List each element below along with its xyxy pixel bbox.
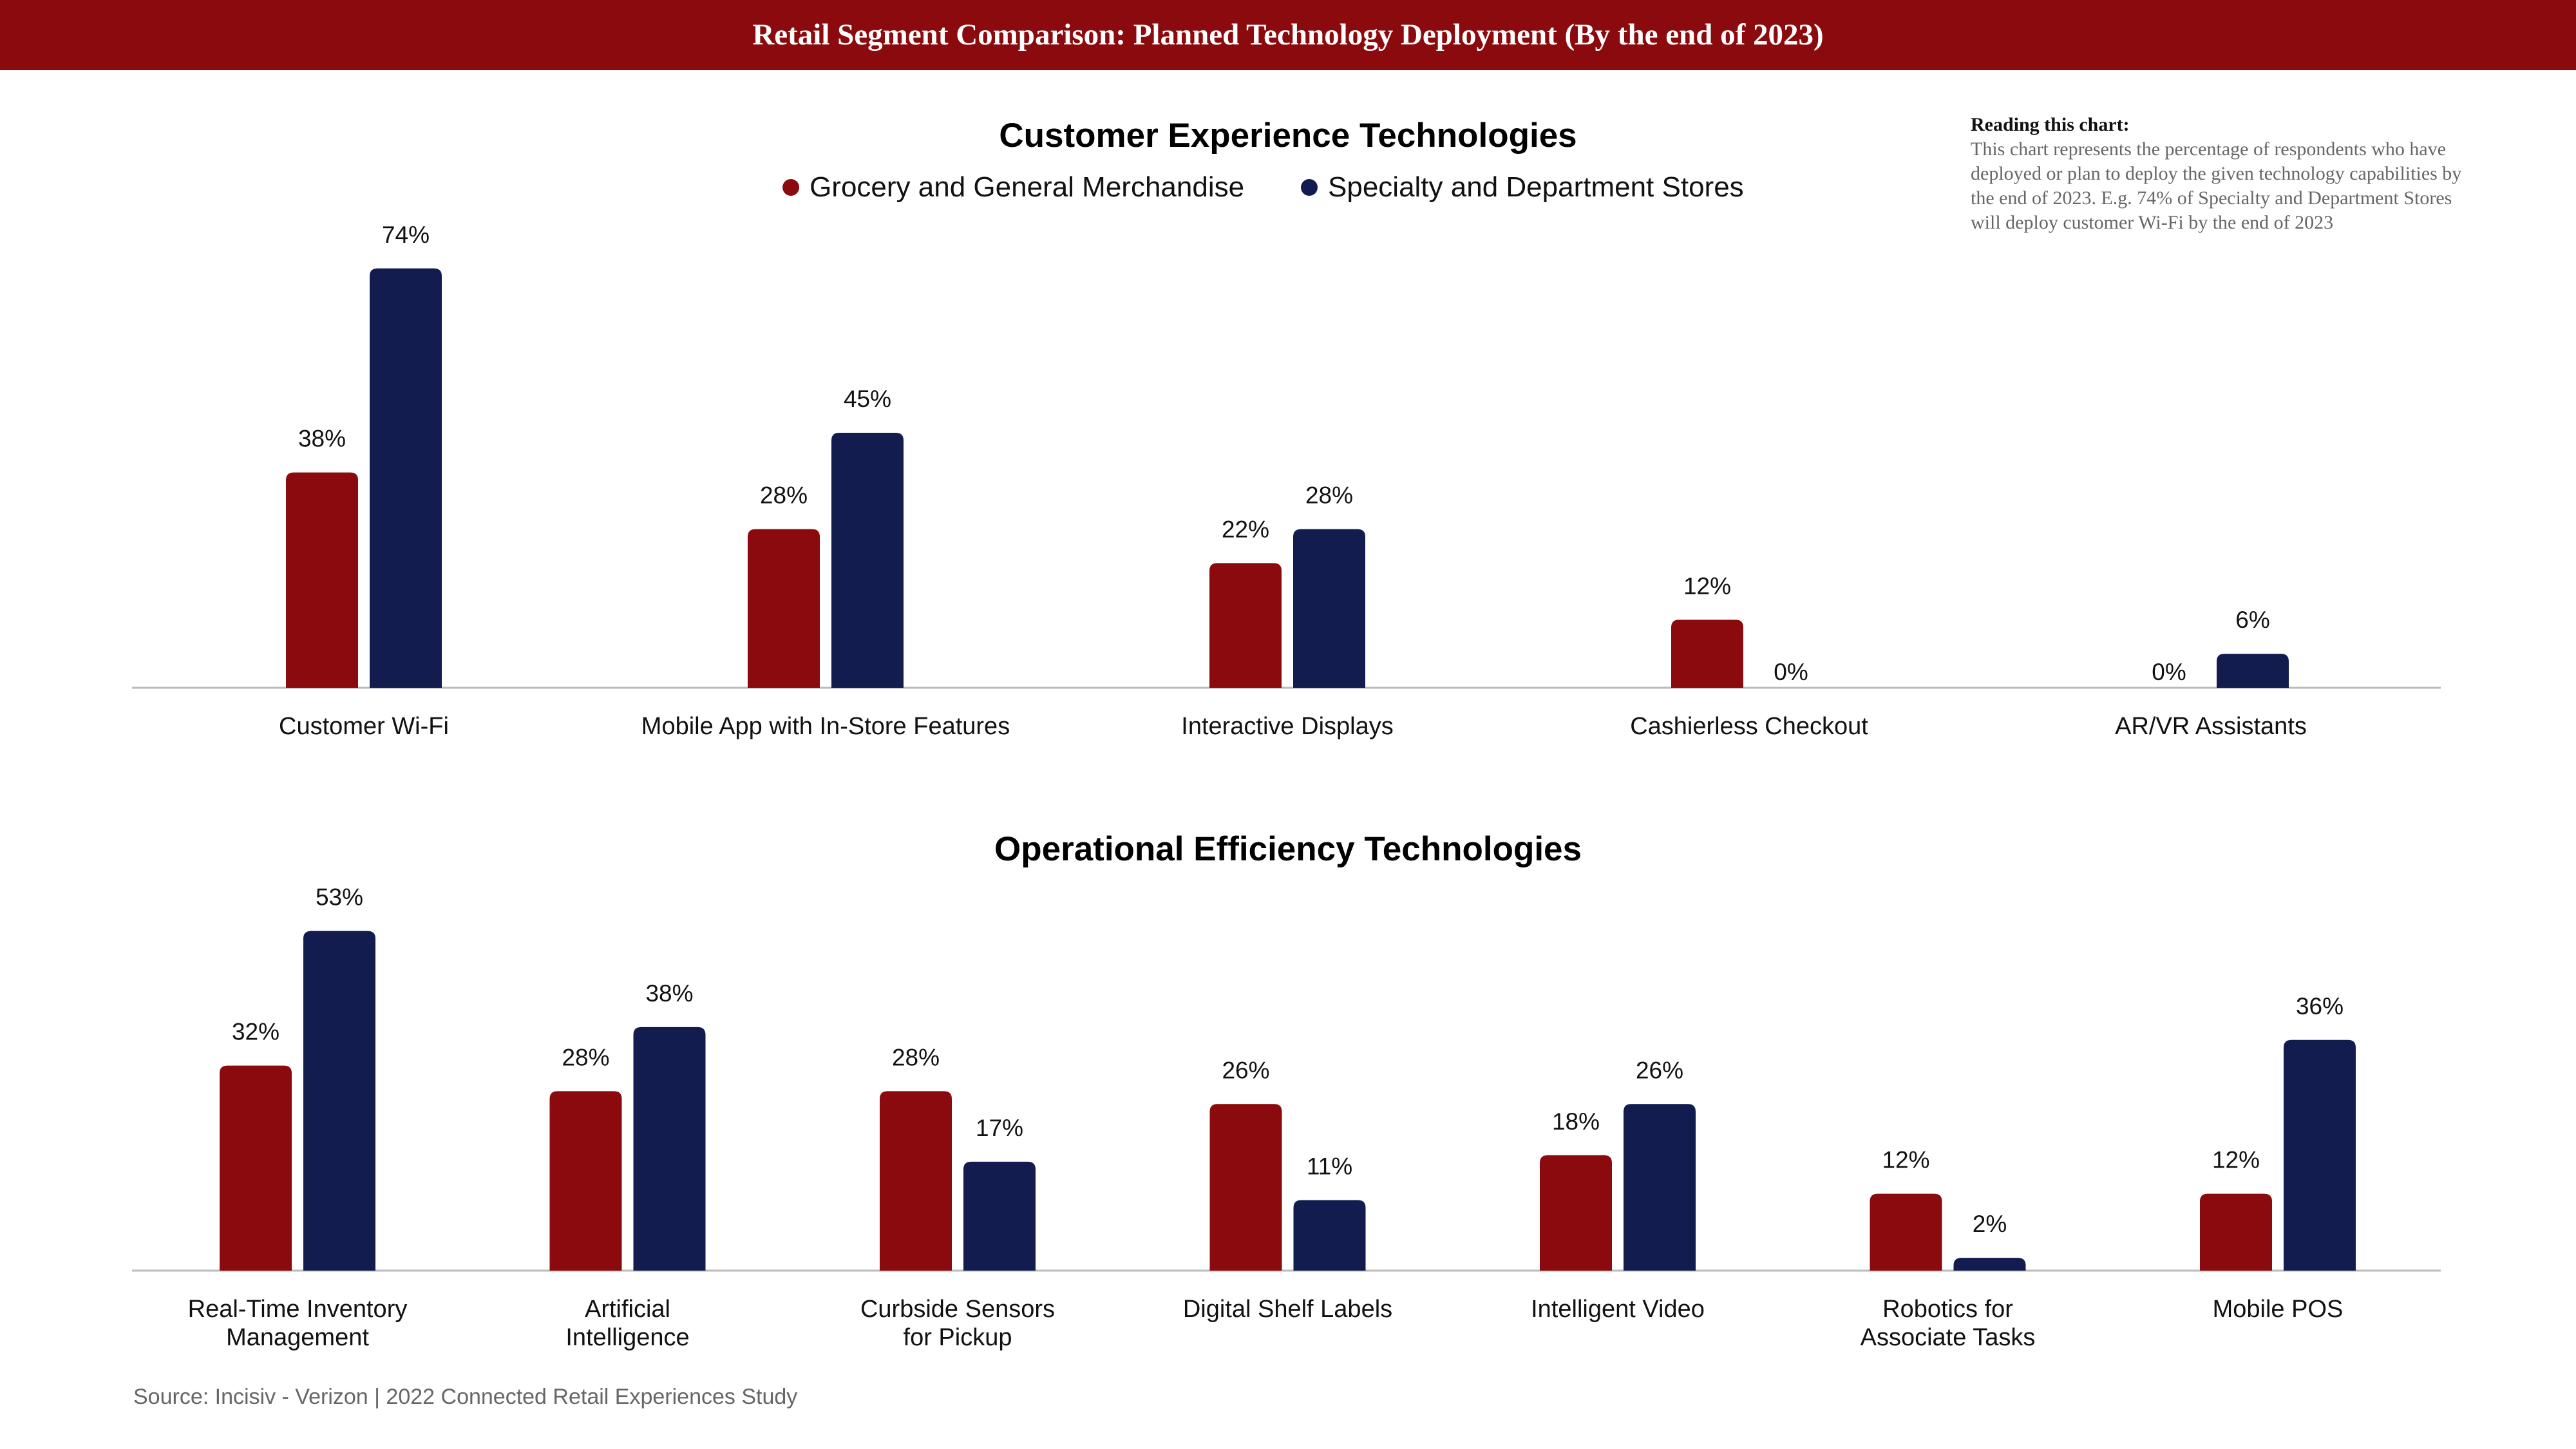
category-label: Digital Shelf Labels <box>1183 1296 1392 1323</box>
bar <box>1870 1193 1942 1271</box>
category-label: Associate Tasks <box>1861 1324 2036 1351</box>
bar <box>633 1027 706 1271</box>
bar <box>1540 1155 1612 1271</box>
bar <box>880 1091 952 1271</box>
category-label: Management <box>226 1324 369 1351</box>
bar <box>1293 529 1365 688</box>
chart-banner-title: Retail Segment Comparison: Planned Techn… <box>0 0 2576 70</box>
data-label: 17% <box>976 1115 1023 1141</box>
bar <box>1624 1104 1696 1271</box>
data-label: 28% <box>562 1044 609 1070</box>
bar <box>1953 1258 2026 1271</box>
bar <box>549 1091 622 1271</box>
bar <box>748 529 820 688</box>
bar <box>831 433 904 688</box>
data-label: 0% <box>2152 659 2186 685</box>
legend-label: Grocery and General Merchandise <box>810 171 1244 203</box>
reading-note-body: This chart represents the percentage of … <box>1971 138 2462 233</box>
data-label: 18% <box>1552 1108 1600 1135</box>
bar <box>2284 1039 2356 1271</box>
data-label: 38% <box>645 980 693 1007</box>
bar <box>2217 654 2289 688</box>
data-label: 12% <box>1882 1147 1929 1173</box>
bar <box>286 472 358 688</box>
data-label: 22% <box>1222 516 1269 542</box>
category-label: Robotics for <box>1882 1296 2013 1323</box>
category-label: Interactive Displays <box>1181 713 1393 740</box>
reading-note-title: Reading this chart: <box>1971 114 2130 135</box>
category-label: Intelligence <box>565 1324 689 1351</box>
category-label: AR/VR Assistants <box>2115 713 2307 740</box>
data-label: 12% <box>2212 1147 2260 1173</box>
bar <box>1209 563 1282 688</box>
data-label: 26% <box>1222 1057 1269 1083</box>
data-label: 0% <box>1774 659 1808 685</box>
category-label: Artificial <box>585 1296 670 1323</box>
bar <box>2200 1193 2272 1271</box>
legend-marker <box>1301 179 1318 196</box>
data-label: 53% <box>316 884 363 911</box>
category-label: Intelligent Video <box>1531 1296 1705 1323</box>
category-label: Cashierless Checkout <box>1630 713 1868 740</box>
data-label: 32% <box>232 1019 279 1045</box>
bar <box>370 268 442 688</box>
data-label: 45% <box>844 386 891 412</box>
bar <box>963 1161 1036 1271</box>
source-note: Source: Incisiv - Verizon | 2022 Connect… <box>133 1385 798 1409</box>
bar <box>303 931 375 1271</box>
data-label: 28% <box>760 482 808 509</box>
category-label: Real-Time Inventory <box>188 1296 408 1323</box>
data-label: 28% <box>1305 482 1353 509</box>
bar <box>1209 1104 1282 1271</box>
data-label: 28% <box>892 1044 940 1070</box>
category-label: for Pickup <box>904 1324 1012 1351</box>
data-label: 36% <box>2296 993 2344 1019</box>
category-label: Mobile POS <box>2213 1296 2344 1323</box>
data-label: 74% <box>382 222 430 248</box>
chart-title: Operational Efficiency Technologies <box>994 830 1582 868</box>
category-label: Customer Wi-Fi <box>279 713 449 740</box>
chart-title: Customer Experience Technologies <box>999 117 1577 155</box>
data-label: 2% <box>1973 1211 2007 1237</box>
data-label: 12% <box>1683 573 1731 599</box>
data-label: 11% <box>1307 1153 1352 1180</box>
legend-label: Specialty and Department Stores <box>1328 171 1744 203</box>
data-label: 26% <box>1636 1057 1683 1083</box>
data-label: 38% <box>298 426 346 452</box>
category-label: Mobile App with In-Store Features <box>641 713 1010 740</box>
bar <box>1671 620 1743 688</box>
bar <box>1293 1200 1366 1271</box>
legend-marker <box>782 179 800 196</box>
reading-note: Reading this chart: This chart represent… <box>1971 113 2486 235</box>
data-label: 6% <box>2235 607 2269 633</box>
bar <box>220 1065 292 1271</box>
category-label: Curbside Sensors <box>860 1296 1055 1323</box>
